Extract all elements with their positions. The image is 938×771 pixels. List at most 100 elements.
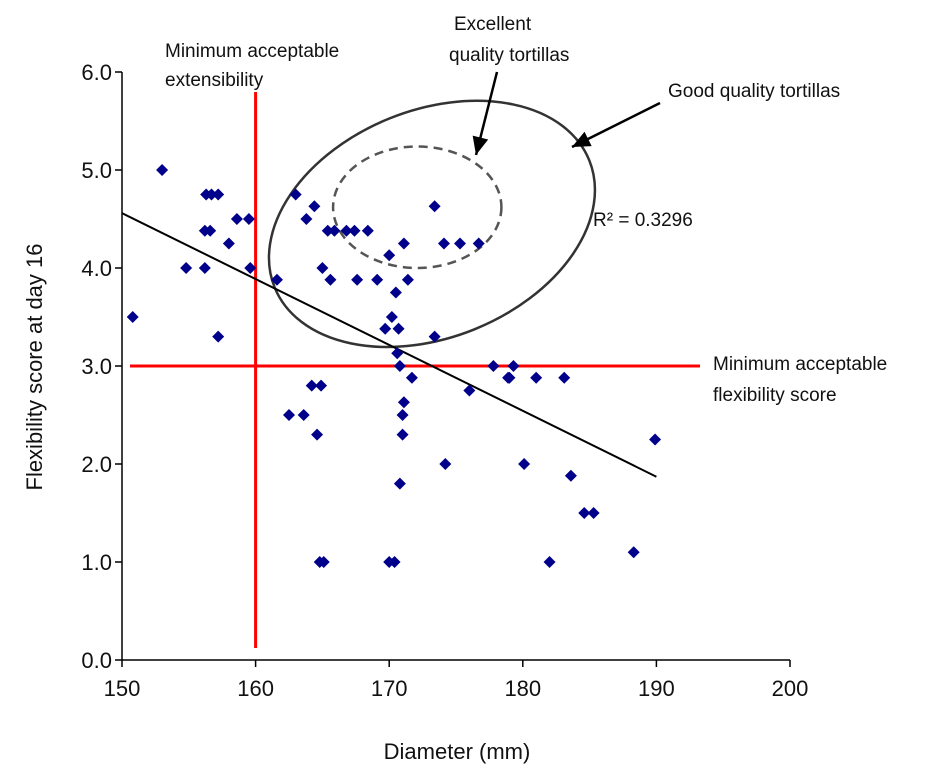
annotation-arrows [472,71,661,156]
x-tick-label: 150 [104,676,141,701]
y-tick-label: 2.0 [81,452,112,477]
data-point [205,188,218,201]
data-point [371,273,384,286]
data-point [315,379,328,392]
data-point [348,224,361,237]
data-point [558,371,571,384]
good-arrow-head [572,131,592,147]
data-point [503,371,516,384]
data-point [454,237,467,250]
data-point [388,556,401,568]
data-point [392,322,405,335]
trendline-group [121,212,657,478]
data-point [180,262,193,274]
y-tick-label: 1.0 [81,550,112,575]
data-point [397,396,410,409]
excellent-quality-ellipse [331,145,503,270]
y-tick-label: 0.0 [81,648,112,673]
data-point [396,428,409,441]
data-point [242,213,255,225]
data-point [351,273,364,286]
data-point [627,546,640,559]
data-point [156,164,169,176]
trendline [121,212,657,478]
y-axis-ticks: 0.0 1.0 2.0 3.0 4.0 5.0 6.0 [81,60,122,673]
x-tick-label: 160 [237,676,274,701]
data-point [543,556,556,568]
data-point [507,360,520,372]
data-point [316,262,329,274]
data-point [317,556,330,568]
data-point [518,458,531,470]
data-point [530,371,543,384]
data-point [428,200,441,213]
data-point [311,428,324,441]
quality-ellipses [267,99,597,349]
y-tick-label: 6.0 [81,60,112,85]
data-point [361,224,374,237]
data-point [649,433,662,446]
data-point [405,371,418,384]
data-point [300,213,313,225]
data-points [126,164,662,568]
data-point [393,477,406,490]
data-point [328,224,341,237]
data-point [396,409,409,421]
x-axis-title: Diameter (mm) [384,739,531,764]
excellent-label-line2: quality tortillas [449,45,569,66]
data-point [340,224,353,237]
data-point [230,213,243,225]
data-point [308,200,321,213]
x-tick-label: 200 [772,676,809,701]
min-extensibility-label-line1: Minimum acceptable [165,41,339,62]
data-point [289,188,302,201]
excellent-label-line1: Excellent [454,14,532,35]
reference-lines [130,92,700,648]
data-point [324,273,337,286]
data-point [463,384,476,397]
y-tick-label: 5.0 [81,158,112,183]
data-point [428,330,441,343]
data-point [385,311,398,323]
good-quality-ellipse [267,99,597,349]
x-tick-label: 190 [638,676,675,701]
data-point [397,237,410,250]
data-point [297,409,310,421]
data-point [393,360,406,372]
data-point [222,237,235,250]
y-tick-label: 4.0 [81,256,112,281]
data-point [564,469,577,482]
data-point [379,322,392,335]
data-point [578,507,591,519]
data-point [305,379,318,392]
data-point [437,237,450,250]
x-tick-label: 170 [371,676,408,701]
data-point [587,507,600,519]
data-point [283,409,295,421]
x-tick-label: 180 [504,676,541,701]
data-point [389,286,402,299]
data-point [383,249,396,262]
data-point [212,188,225,201]
y-tick-label: 3.0 [81,354,112,379]
min-extensibility-label-line2: extensibility [165,70,264,91]
data-point [321,224,334,237]
data-point [472,237,485,250]
min-flexibility-label-line1: Minimum acceptable [713,354,887,375]
data-point [487,360,500,372]
y-axis-title: Flexibility score at day 16 [22,244,47,491]
data-point [204,224,217,237]
min-flexibility-label-line2: flexibility score [713,385,837,406]
data-point [401,273,414,286]
data-point [244,262,257,274]
x-axis-ticks: 150 160 170 180 190 200 [104,660,809,701]
data-point [212,330,225,343]
data-point [391,347,404,360]
data-point [126,311,139,323]
data-point [198,262,211,274]
r-squared-label: R² = 0.3296 [593,210,693,231]
good-quality-label: Good quality tortillas [668,81,840,102]
data-point [270,273,283,286]
excellent-arrow-head [472,135,489,155]
